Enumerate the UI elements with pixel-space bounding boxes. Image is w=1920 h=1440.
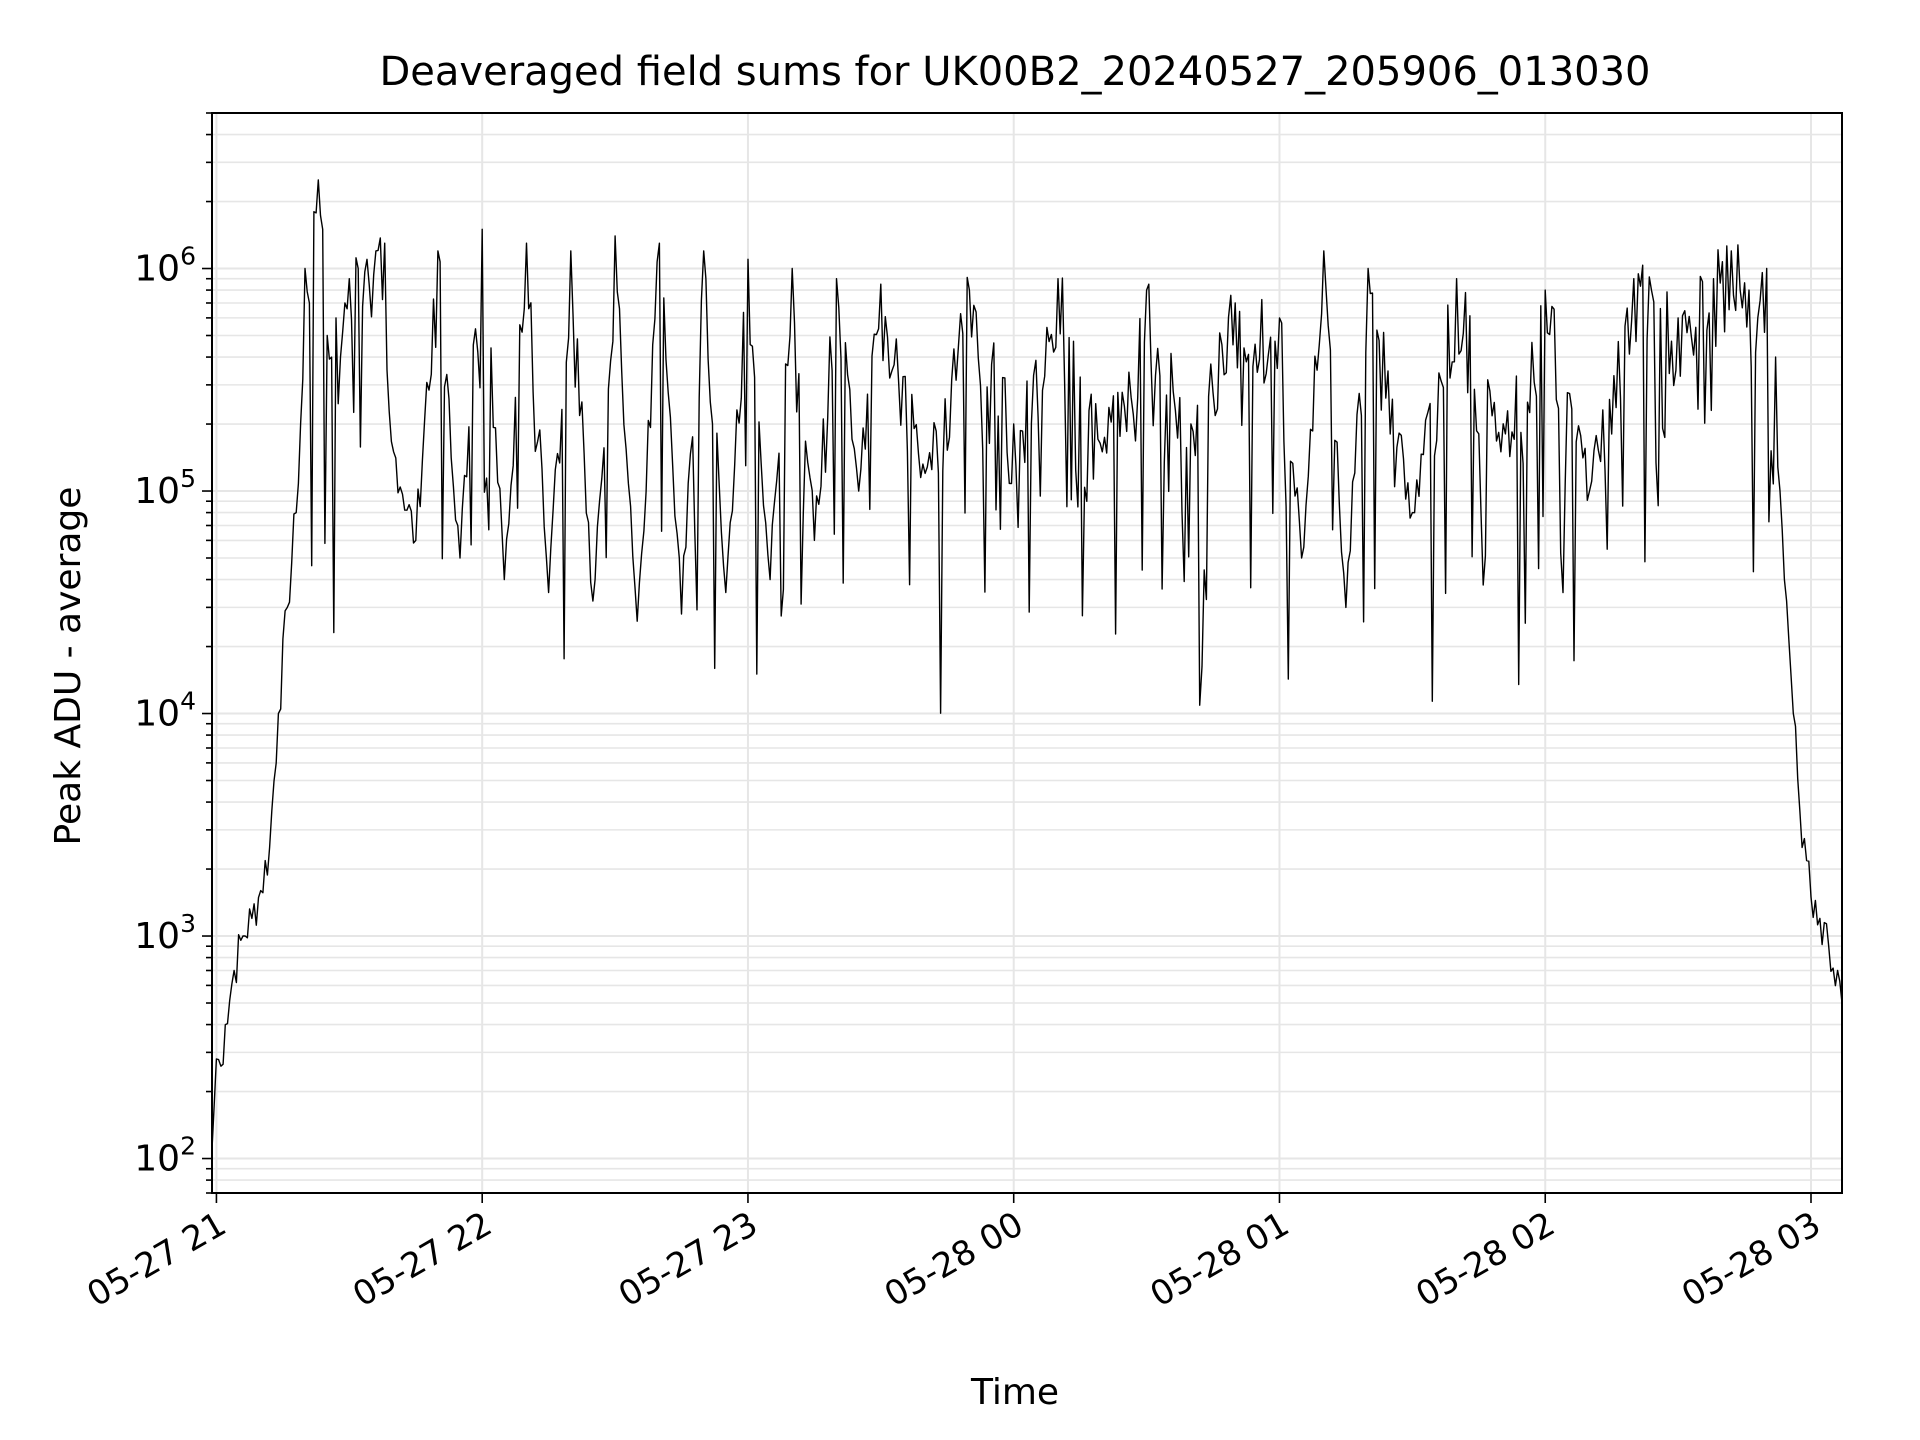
series-line bbox=[211, 179, 1843, 1150]
y-tick-label: 104 bbox=[134, 687, 196, 735]
y-axis-label: Peak ADU - average bbox=[48, 487, 89, 846]
grid bbox=[212, 112, 1842, 1194]
plot-frame bbox=[211, 112, 1843, 1194]
data-series bbox=[211, 179, 1843, 1150]
y-tick-label: 103 bbox=[134, 909, 196, 957]
y-tick-label: 106 bbox=[134, 242, 196, 290]
chart-title: Deaveraged field sums for UK00B2_2024052… bbox=[380, 49, 1651, 95]
y-tick-label: 105 bbox=[134, 464, 196, 512]
x-axis-label: Time bbox=[970, 1372, 1059, 1413]
y-tick-label: 102 bbox=[134, 1132, 196, 1180]
